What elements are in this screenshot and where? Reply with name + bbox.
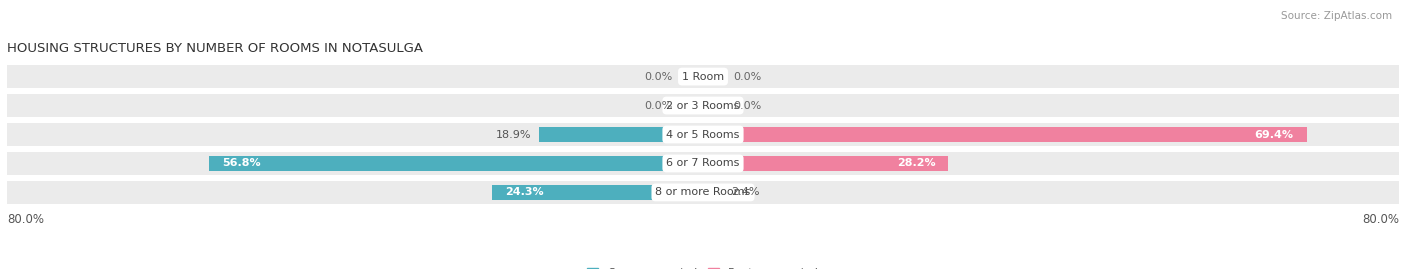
Text: 28.2%: 28.2% (897, 158, 935, 168)
Text: 8 or more Rooms: 8 or more Rooms (655, 187, 751, 197)
Text: 2.4%: 2.4% (731, 187, 759, 197)
Text: 18.9%: 18.9% (496, 129, 531, 140)
Text: 80.0%: 80.0% (1362, 213, 1399, 226)
Bar (703, 156, 948, 171)
Text: 0.0%: 0.0% (644, 101, 672, 111)
Bar (7, 94, 1399, 117)
Text: 2 or 3 Rooms: 2 or 3 Rooms (666, 101, 740, 111)
Bar (209, 156, 703, 171)
Bar (7, 123, 1399, 146)
Text: HOUSING STRUCTURES BY NUMBER OF ROOMS IN NOTASULGA: HOUSING STRUCTURES BY NUMBER OF ROOMS IN… (7, 42, 423, 55)
Bar (7, 180, 1399, 204)
Text: 69.4%: 69.4% (1254, 129, 1294, 140)
Bar (492, 185, 703, 200)
Text: 0.0%: 0.0% (734, 101, 762, 111)
Text: 6 or 7 Rooms: 6 or 7 Rooms (666, 158, 740, 168)
Text: 0.0%: 0.0% (734, 72, 762, 82)
Text: 4 or 5 Rooms: 4 or 5 Rooms (666, 129, 740, 140)
Legend: Owner-occupied, Renter-occupied: Owner-occupied, Renter-occupied (582, 264, 824, 269)
Bar (7, 65, 1399, 89)
Text: 24.3%: 24.3% (505, 187, 543, 197)
Text: 80.0%: 80.0% (7, 213, 44, 226)
Text: 56.8%: 56.8% (222, 158, 260, 168)
Bar (538, 127, 703, 142)
Bar (7, 152, 1399, 175)
Text: 1 Room: 1 Room (682, 72, 724, 82)
Text: Source: ZipAtlas.com: Source: ZipAtlas.com (1281, 11, 1392, 21)
Bar (703, 185, 724, 200)
Bar (703, 127, 1306, 142)
Text: 0.0%: 0.0% (644, 72, 672, 82)
